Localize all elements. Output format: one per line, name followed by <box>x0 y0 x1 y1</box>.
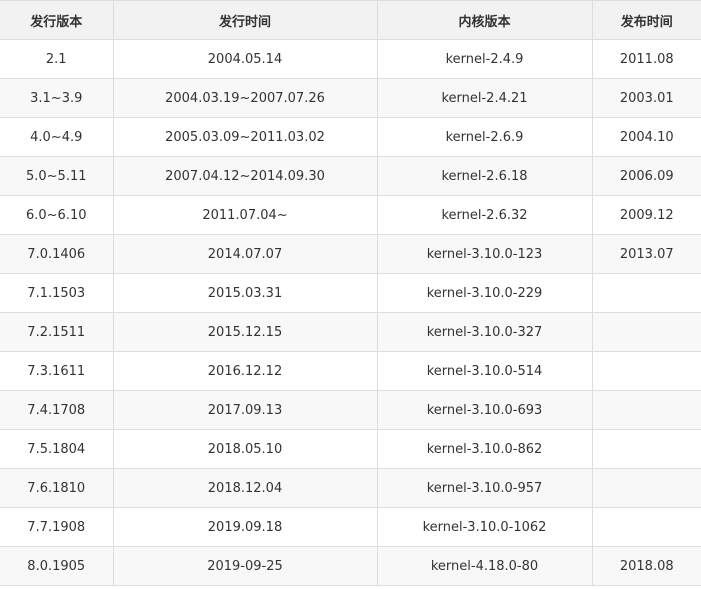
cell-release-date: 2015.12.15 <box>112 312 378 352</box>
cell-kernel-version: kernel-4.18.0-80 <box>376 546 593 586</box>
cell-release-version: 5.0~5.11 <box>0 156 114 196</box>
cell-kernel-version: kernel-3.10.0-514 <box>376 351 593 391</box>
cell-release-version: 3.1~3.9 <box>0 78 114 118</box>
cell-release-version: 7.0.1406 <box>0 234 114 274</box>
cell-release-date: 2007.04.12~2014.09.30 <box>112 156 378 196</box>
cell-release-version: 7.5.1804 <box>0 429 114 469</box>
cell-release-date: 2004.05.14 <box>112 39 378 79</box>
cell-publish-date <box>591 390 701 430</box>
table-row: 7.6.1810 2018.12.04 kernel-3.10.0-957 <box>0 468 701 508</box>
cell-release-date: 2011.07.04~ <box>112 195 378 235</box>
table-row: 3.1~3.9 2004.03.19~2007.07.26 kernel-2.4… <box>0 78 701 118</box>
header-release-version: 发行版本 <box>0 0 114 40</box>
table-row: 4.0~4.9 2005.03.09~2011.03.02 kernel-2.6… <box>0 117 701 157</box>
table-body: 2.1 2004.05.14 kernel-2.4.9 2011.08 3.1~… <box>0 39 701 586</box>
cell-release-date: 2014.07.07 <box>112 234 378 274</box>
cell-release-date: 2019-09-25 <box>112 546 378 586</box>
cell-publish-date: 2009.12 <box>591 195 701 235</box>
cell-kernel-version: kernel-3.10.0-229 <box>376 273 593 313</box>
cell-release-date: 2016.12.12 <box>112 351 378 391</box>
cell-publish-date: 2013.07 <box>591 234 701 274</box>
cell-publish-date: 2018.08 <box>591 546 701 586</box>
cell-kernel-version: kernel-2.6.9 <box>376 117 593 157</box>
cell-release-version: 6.0~6.10 <box>0 195 114 235</box>
cell-kernel-version: kernel-2.4.9 <box>376 39 593 79</box>
table-row: 7.7.1908 2019.09.18 kernel-3.10.0-1062 <box>0 507 701 547</box>
cell-publish-date <box>591 273 701 313</box>
table-row: 5.0~5.11 2007.04.12~2014.09.30 kernel-2.… <box>0 156 701 196</box>
cell-release-date: 2015.03.31 <box>112 273 378 313</box>
cell-kernel-version: kernel-3.10.0-1062 <box>376 507 593 547</box>
cell-kernel-version: kernel-2.6.18 <box>376 156 593 196</box>
table-row: 7.4.1708 2017.09.13 kernel-3.10.0-693 <box>0 390 701 430</box>
cell-release-version: 7.3.1611 <box>0 351 114 391</box>
table-row: 2.1 2004.05.14 kernel-2.4.9 2011.08 <box>0 39 701 79</box>
cell-publish-date <box>591 312 701 352</box>
header-publish-date: 发布时间 <box>591 0 701 40</box>
cell-release-date: 2018.12.04 <box>112 468 378 508</box>
cell-release-date: 2017.09.13 <box>112 390 378 430</box>
cell-release-version: 7.2.1511 <box>0 312 114 352</box>
cell-kernel-version: kernel-3.10.0-693 <box>376 390 593 430</box>
cell-publish-date <box>591 507 701 547</box>
cell-kernel-version: kernel-2.6.32 <box>376 195 593 235</box>
table-row: 7.0.1406 2014.07.07 kernel-3.10.0-123 20… <box>0 234 701 274</box>
table-row: 7.3.1611 2016.12.12 kernel-3.10.0-514 <box>0 351 701 391</box>
cell-publish-date: 2004.10 <box>591 117 701 157</box>
cell-publish-date <box>591 351 701 391</box>
cell-publish-date <box>591 429 701 469</box>
table-header: 发行版本 发行时间 内核版本 发布时间 <box>0 0 701 40</box>
cell-release-version: 8.0.1905 <box>0 546 114 586</box>
cell-publish-date: 2011.08 <box>591 39 701 79</box>
header-kernel-version: 内核版本 <box>376 0 593 40</box>
table-row: 8.0.1905 2019-09-25 kernel-4.18.0-80 201… <box>0 546 701 586</box>
cell-release-version: 7.1.1503 <box>0 273 114 313</box>
cell-release-date: 2019.09.18 <box>112 507 378 547</box>
cell-release-date: 2004.03.19~2007.07.26 <box>112 78 378 118</box>
cell-release-version: 4.0~4.9 <box>0 117 114 157</box>
table-row: 7.5.1804 2018.05.10 kernel-3.10.0-862 <box>0 429 701 469</box>
cell-release-version: 7.6.1810 <box>0 468 114 508</box>
cell-kernel-version: kernel-2.4.21 <box>376 78 593 118</box>
header-release-date: 发行时间 <box>112 0 378 40</box>
cell-release-version: 2.1 <box>0 39 114 79</box>
cell-release-version: 7.4.1708 <box>0 390 114 430</box>
table-row: 6.0~6.10 2011.07.04~ kernel-2.6.32 2009.… <box>0 195 701 235</box>
cell-kernel-version: kernel-3.10.0-862 <box>376 429 593 469</box>
cell-release-version: 7.7.1908 <box>0 507 114 547</box>
table-row: 7.2.1511 2015.12.15 kernel-3.10.0-327 <box>0 312 701 352</box>
cell-kernel-version: kernel-3.10.0-123 <box>376 234 593 274</box>
cell-release-date: 2018.05.10 <box>112 429 378 469</box>
cell-publish-date: 2003.01 <box>591 78 701 118</box>
table-row: 7.1.1503 2015.03.31 kernel-3.10.0-229 <box>0 273 701 313</box>
cell-kernel-version: kernel-3.10.0-957 <box>376 468 593 508</box>
cell-release-date: 2005.03.09~2011.03.02 <box>112 117 378 157</box>
cell-kernel-version: kernel-3.10.0-327 <box>376 312 593 352</box>
header-row: 发行版本 发行时间 内核版本 发布时间 <box>0 0 701 40</box>
cell-publish-date <box>591 468 701 508</box>
cell-publish-date: 2006.09 <box>591 156 701 196</box>
